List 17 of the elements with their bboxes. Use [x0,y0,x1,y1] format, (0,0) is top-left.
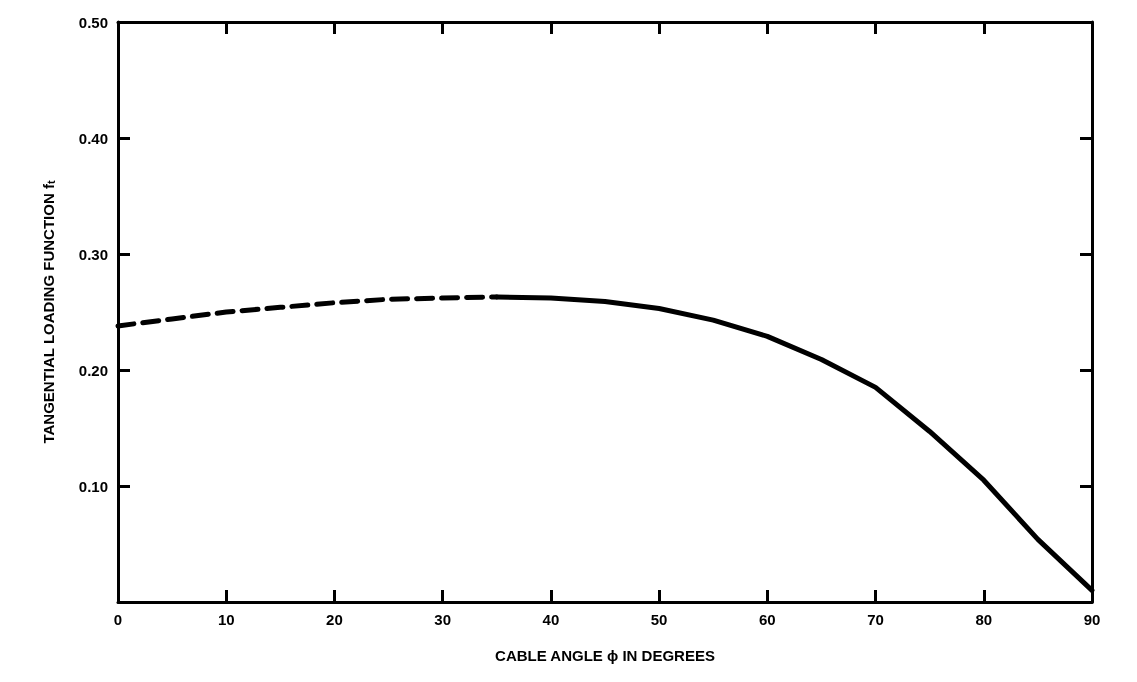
x-tick-label: 40 [542,611,560,628]
x-tick-label: 30 [434,611,452,628]
x-tick-label: 60 [758,611,776,628]
x-tick-label: 0 [113,611,123,628]
x-tick-label: 20 [326,611,343,628]
x-tick-label: 90 [1083,611,1101,628]
y-tick-label: 0.10 [78,477,108,495]
x-tick-label: 80 [975,611,993,628]
x-tick-label: 50 [650,611,668,628]
x-tick-label: 70 [867,611,884,628]
y-tick-label: 0.20 [78,361,108,379]
y-tick-label: 0.30 [78,245,108,263]
x-tick-label: 10 [217,611,235,628]
y-axis-title: TANGENTIAL LOADING FUNCTION ft [40,179,57,444]
y-tick-label: 0.40 [78,129,108,147]
x-axis-title: CABLE ANGLE ϕ IN DEGREES [495,647,715,664]
y-tick-label: 0.50 [78,13,108,31]
